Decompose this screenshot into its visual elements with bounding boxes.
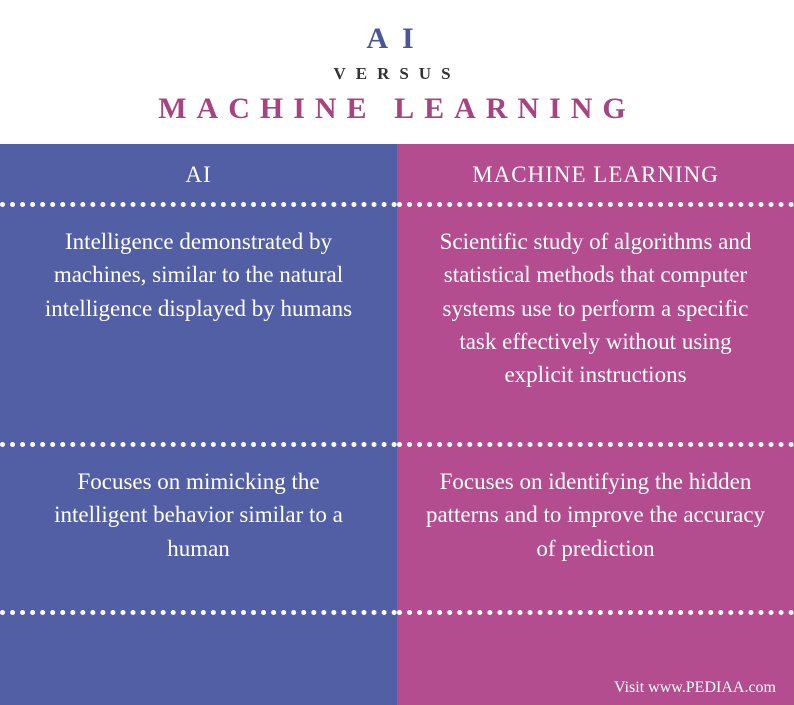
title-left: AI (0, 22, 794, 56)
ml-definition-text: Scientific study of algorithms and stati… (425, 225, 766, 392)
infographic-container: AI VERSUS MACHINE LEARNING AI Intelligen… (0, 0, 794, 705)
ai-focus-text: Focuses on mimicking the intelligent beh… (28, 465, 369, 565)
column-ml: MACHINE LEARNING Scientific study of alg… (397, 144, 794, 705)
ai-focus: Focuses on mimicking the intelligent beh… (0, 447, 397, 615)
ml-focus-text: Focuses on identifying the hidden patter… (425, 465, 766, 565)
ai-definition-text: Intelligence demonstrated by machines, s… (28, 225, 369, 325)
ml-definition: Scientific study of algorithms and stati… (397, 207, 794, 447)
footer-credit: Visit www.PEDIAA.com (614, 679, 776, 697)
title-right: MACHINE LEARNING (0, 92, 794, 126)
header-section: AI VERSUS MACHINE LEARNING (0, 0, 794, 144)
ml-focus: Focuses on identifying the hidden patter… (397, 447, 794, 615)
column-header-ml: MACHINE LEARNING (397, 144, 794, 207)
title-versus: VERSUS (0, 64, 794, 84)
comparison-table: AI Intelligence demonstrated by machines… (0, 144, 794, 705)
ai-definition: Intelligence demonstrated by machines, s… (0, 207, 397, 447)
column-ai: AI Intelligence demonstrated by machines… (0, 144, 397, 705)
column-header-ai: AI (0, 144, 397, 207)
